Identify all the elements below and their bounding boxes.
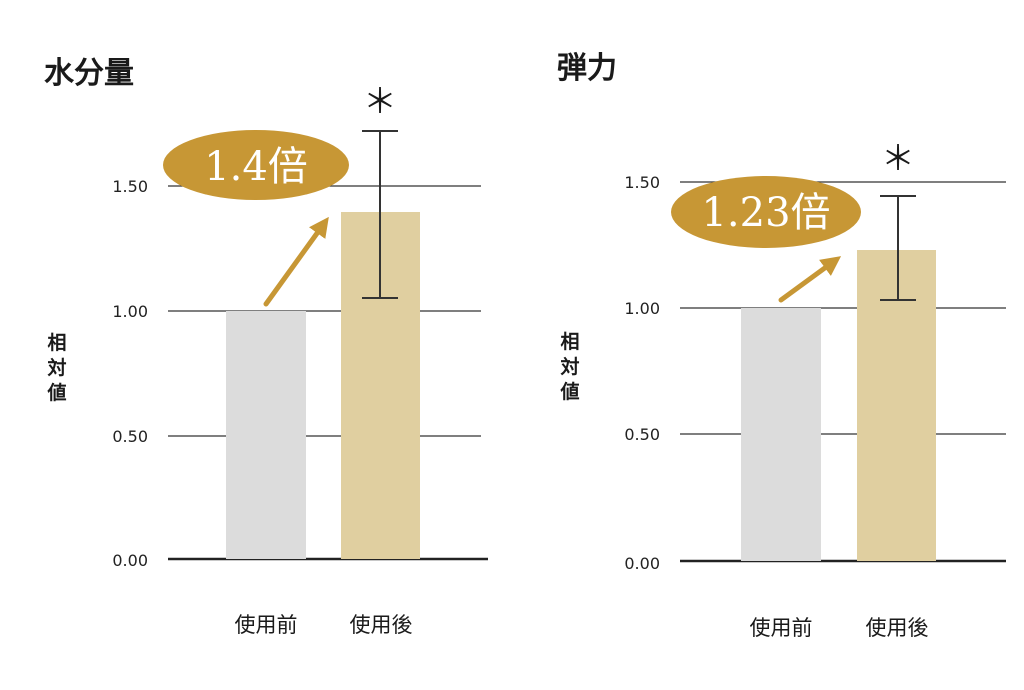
- y-axis-label-char-1: 相: [47, 332, 66, 354]
- error-bar: [362, 130, 398, 299]
- ratio-label: 1.4倍: [204, 144, 308, 190]
- x-category-label: 使用前: [750, 616, 813, 640]
- y-axis-label: 相 対 値: [46, 332, 66, 404]
- y-tick-label: 1.00: [624, 299, 660, 318]
- y-tick-label: 1.00: [112, 302, 148, 321]
- chart-moisture: 水分量 相 対 値 1.50 1.00 0.50 0.00 ＊ 1.4倍 使用前…: [44, 56, 488, 637]
- chart-elasticity: 弾力 相 対 値 1.50 1.00 0.50 0.00 ＊ 1.23倍 使用前…: [557, 51, 1006, 640]
- y-axis-label-char-2: 対: [559, 355, 579, 378]
- bar-before: [226, 311, 306, 559]
- significance-marker: ＊: [881, 139, 915, 179]
- chart-title: 水分量: [44, 56, 134, 91]
- y-axis-label-char-2: 対: [46, 356, 66, 379]
- significance-marker: ＊: [363, 82, 397, 122]
- y-tick-label: 0.00: [624, 554, 660, 573]
- bar-after: [857, 250, 936, 561]
- y-axis-label-char-3: 値: [559, 381, 579, 403]
- y-axis-label-char-3: 値: [46, 382, 66, 404]
- ratio-badge: [671, 176, 861, 248]
- y-tick-label: 0.50: [624, 425, 660, 444]
- ratio-badge: [163, 130, 349, 200]
- error-bar: [880, 195, 916, 301]
- y-axis-label-char-1: 相: [560, 331, 579, 353]
- y-tick-label: 0.50: [112, 427, 148, 446]
- increase-arrow: [263, 216, 329, 307]
- y-tick-label: 1.50: [112, 177, 148, 196]
- x-category-label: 使用後: [866, 616, 929, 640]
- ratio-label: 1.23倍: [701, 190, 830, 236]
- chart-title: 弾力: [557, 51, 617, 86]
- x-category-label: 使用後: [350, 613, 413, 637]
- y-axis-label: 相 対 値: [559, 331, 579, 403]
- increase-arrow: [778, 256, 842, 303]
- y-tick-label: 0.00: [112, 551, 148, 570]
- x-category-label: 使用前: [235, 613, 298, 637]
- bar-before: [741, 308, 821, 561]
- y-tick-label: 1.50: [624, 173, 660, 192]
